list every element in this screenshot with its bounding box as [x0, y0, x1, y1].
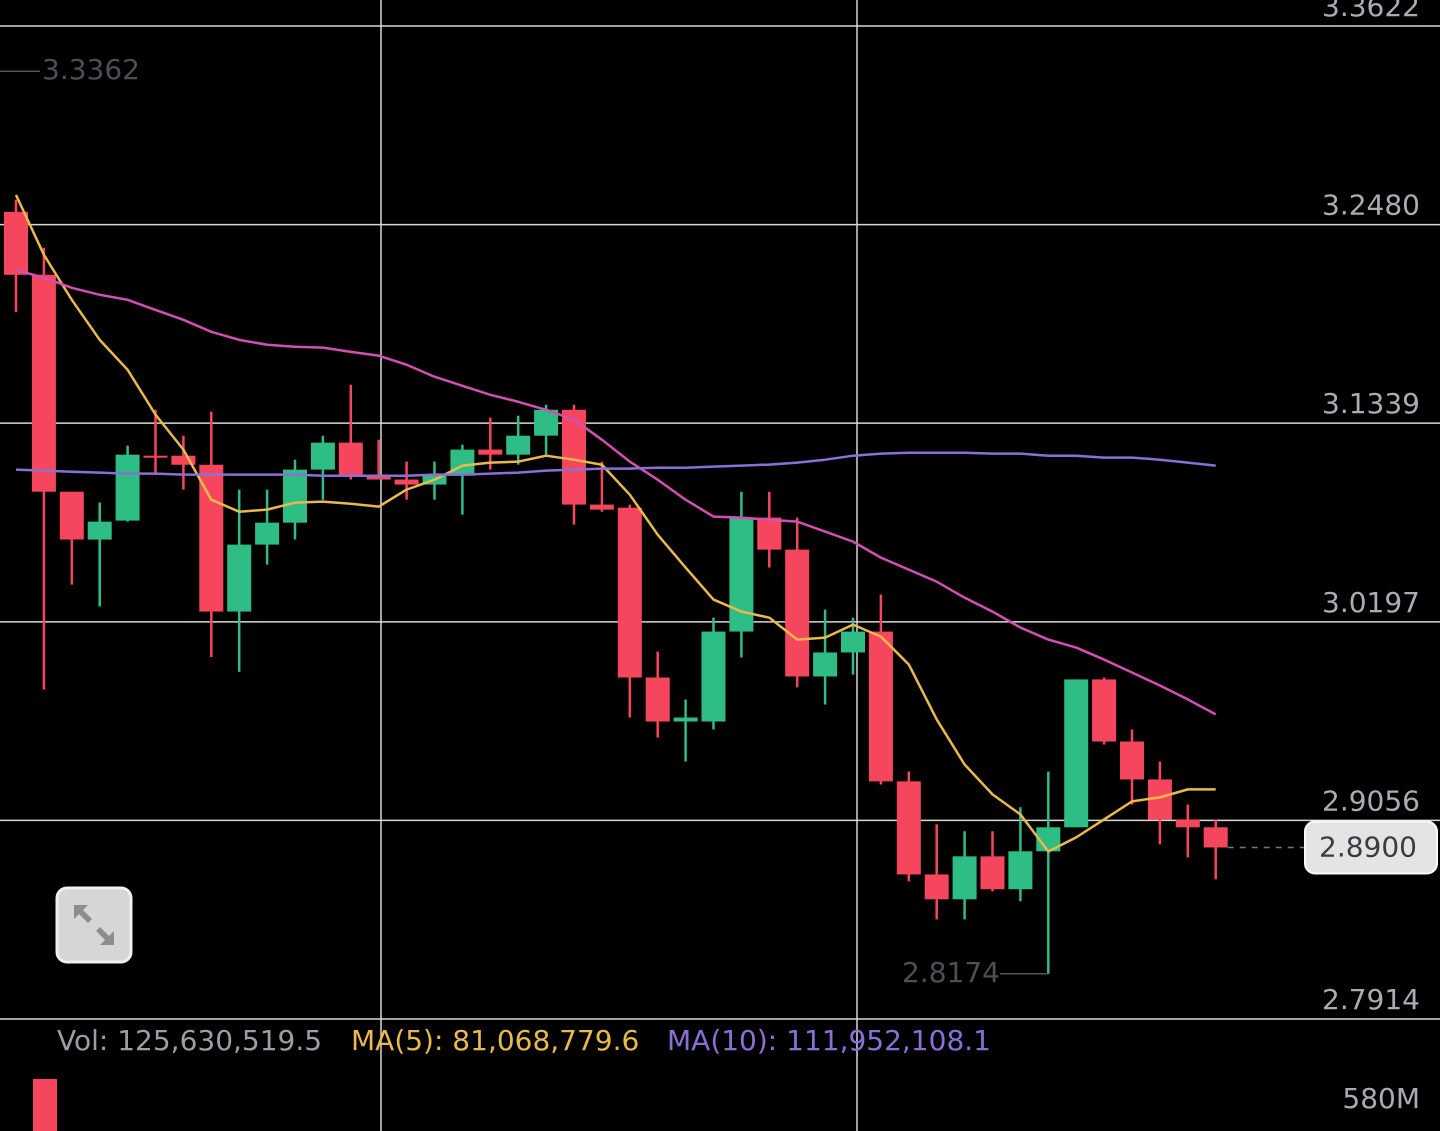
- y-tick-label: 3.3622: [1322, 0, 1420, 23]
- candle-body: [1008, 851, 1033, 890]
- candle-body: [59, 491, 84, 540]
- candle-body: [366, 475, 391, 480]
- candle-body: [227, 544, 252, 612]
- low-label: 2.8174: [902, 956, 1000, 989]
- y-tick-label: 3.1339: [1322, 387, 1420, 420]
- candle-body: [757, 517, 782, 550]
- volume-axis-label: 580M: [1342, 1082, 1420, 1115]
- ma-line: [15, 451, 1216, 477]
- candle-body: [980, 856, 1005, 890]
- volume-legend: Vol: 125,630,519.5: [57, 1024, 322, 1057]
- y-tick-label: 3.2480: [1322, 189, 1420, 222]
- candle-body: [87, 521, 112, 540]
- candle-body: [478, 449, 503, 455]
- candle-body: [813, 652, 838, 677]
- y-tick-label: 3.0197: [1322, 586, 1420, 619]
- candle-body: [450, 449, 475, 476]
- candle-body: [338, 442, 363, 476]
- candle-body: [841, 631, 865, 653]
- y-tick-label: 2.7914: [1322, 983, 1420, 1016]
- y-tick-label: 2.9056: [1322, 784, 1420, 817]
- candle-body: [617, 507, 642, 678]
- candle-body: [896, 781, 921, 875]
- candle-body: [310, 442, 335, 470]
- candle-body: [1120, 741, 1144, 780]
- expand-button[interactable]: [55, 886, 133, 964]
- candle-body: [534, 409, 559, 436]
- candle-body: [31, 274, 56, 492]
- volume-legend: MA(5): 81,068,779.6: [351, 1024, 639, 1057]
- candle-body: [199, 464, 224, 612]
- last-price-box: [1304, 820, 1438, 875]
- candle-body: [645, 677, 670, 722]
- candle-body: [143, 455, 168, 458]
- candle-body: [924, 874, 949, 900]
- high-label: 3.3362: [42, 53, 140, 86]
- volume-bar: [33, 1079, 57, 1131]
- candle-body: [701, 631, 726, 722]
- candle-body: [868, 631, 893, 782]
- candle-body: [115, 454, 140, 521]
- candle-body: [562, 409, 586, 505]
- candle-body: [283, 469, 307, 523]
- candle-body: [171, 455, 196, 465]
- ma-line: [14, 194, 1216, 853]
- candle-body: [1064, 679, 1089, 828]
- candle-body: [255, 522, 280, 545]
- candle-body: [589, 504, 614, 510]
- volume-legend: MA(10): 111,952,108.1: [667, 1024, 991, 1057]
- candle-body: [1175, 819, 1200, 828]
- plot: 3.3622 3.2480 3.1339 3.0197 2.9056 2.7914 3.33…: [0, 0, 1440, 1020]
- candle-body: [394, 479, 419, 485]
- candle-body: [1203, 827, 1228, 848]
- candle-body: [785, 549, 810, 677]
- ma-line: [15, 268, 1217, 716]
- candle-body: [1092, 679, 1117, 742]
- candle-body: [506, 435, 531, 455]
- last-price-label: 2.8900: [1319, 830, 1417, 863]
- candle-body: [673, 717, 698, 722]
- candle-body: [952, 856, 977, 900]
- candle-body: [4, 211, 28, 275]
